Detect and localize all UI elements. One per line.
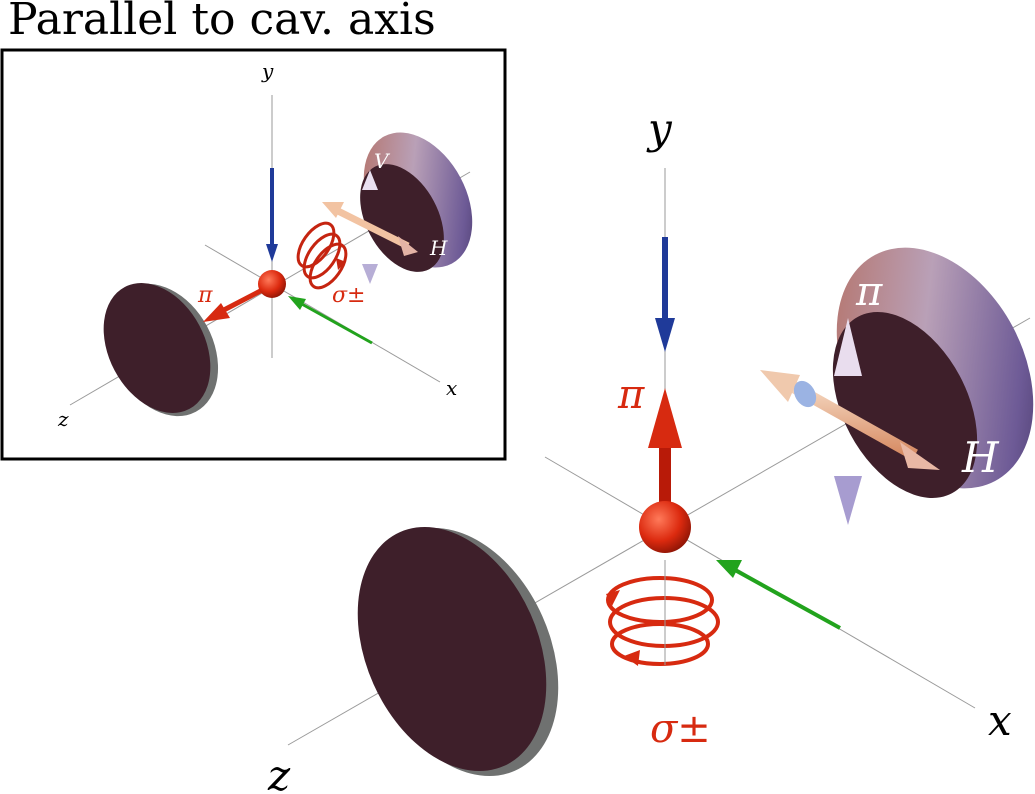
main-light-vertical-arrow	[834, 318, 862, 525]
inset-sigma-helix	[296, 221, 348, 290]
inset-h-label: H	[429, 236, 448, 260]
main-right-mirror	[832, 247, 1034, 498]
main-h-label: H	[961, 433, 1000, 482]
inset-v-label: V	[374, 149, 391, 173]
main-green-arrow	[716, 560, 841, 630]
inset-blue-arrow	[266, 168, 278, 262]
main-sigma-helix	[606, 560, 720, 666]
inset-atom	[258, 270, 286, 298]
inset-sigma-label: σ±	[332, 283, 365, 308]
main-sigma-label: σ±	[650, 706, 711, 752]
main-panel: y x z π	[267, 104, 1034, 794]
inset-h-arrow	[322, 202, 418, 256]
inset-panel: y x z π	[0, 48, 507, 461]
figure-title: Parallel to cav. axis	[8, 0, 436, 45]
inset-pi-label: π	[197, 283, 213, 308]
inset-green-arrow	[288, 296, 373, 345]
main-y-label: y	[646, 104, 673, 153]
main-pi-label: π	[617, 372, 645, 418]
main-peach-arrow	[760, 370, 940, 470]
inset-x-label: x	[446, 376, 457, 400]
main-red-arrow	[648, 388, 682, 515]
inset-y-label: y	[261, 59, 274, 83]
inset-left-mirror	[103, 283, 219, 417]
main-blue-arrow	[655, 237, 675, 352]
main-x-label: x	[988, 696, 1012, 745]
main-pi-mirror-label: π	[855, 269, 883, 315]
main-atom	[639, 501, 691, 553]
main-z-label: z	[267, 751, 291, 794]
main-left-mirror	[357, 526, 559, 777]
inset-x-axis	[204, 244, 441, 383]
inset-z-label: z	[57, 407, 69, 431]
